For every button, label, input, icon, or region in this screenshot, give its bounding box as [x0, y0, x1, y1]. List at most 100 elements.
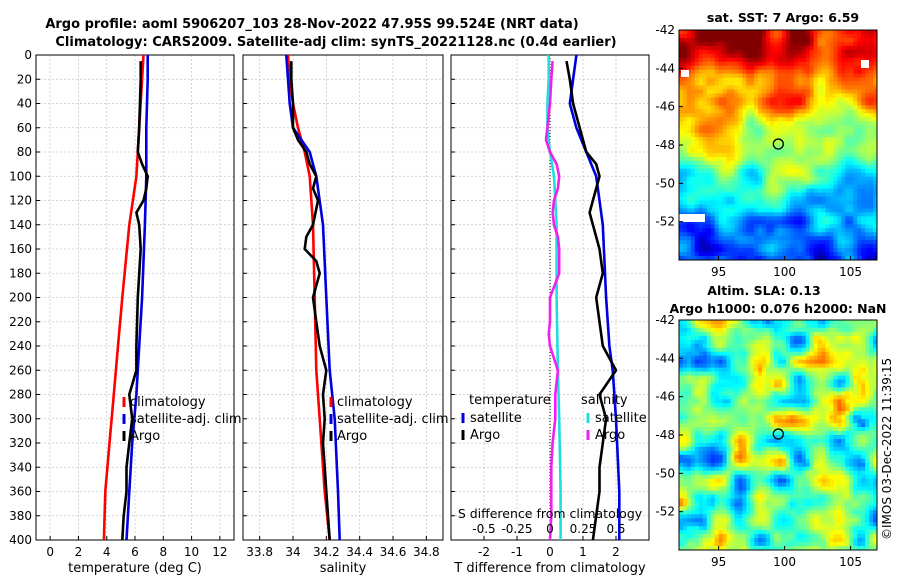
map-cell: [746, 66, 750, 70]
series-temperature-argo: [567, 61, 617, 540]
map-cell: [857, 324, 861, 328]
map-cell: [798, 383, 802, 387]
map-cell: [837, 201, 841, 205]
map-cell: [798, 141, 802, 145]
map-cell: [746, 435, 750, 439]
map-cell: [746, 439, 750, 443]
map-cell: [861, 348, 865, 352]
map-cell: [810, 121, 814, 125]
map-cell: [695, 117, 699, 121]
map-cell: [869, 62, 873, 66]
map-cell: [829, 62, 833, 66]
map-cell: [774, 376, 778, 380]
map-cell: [794, 197, 798, 201]
map-cell: [770, 364, 774, 368]
map-cell: [750, 193, 754, 197]
map-cell: [814, 443, 818, 447]
map-cell: [687, 451, 691, 455]
map-cell: [750, 161, 754, 165]
map-cell: [829, 208, 833, 212]
map-cell: [711, 169, 715, 173]
map-cell: [695, 431, 699, 435]
map-cell: [814, 451, 818, 455]
map-cell: [762, 208, 766, 212]
map-cell: [861, 86, 865, 90]
map-cell: [719, 220, 723, 224]
map-cell: [810, 161, 814, 165]
map-cell: [849, 372, 853, 376]
map-cell: [826, 169, 830, 173]
map-cell: [742, 447, 746, 451]
map-cell: [695, 141, 699, 145]
map-cell: [734, 78, 738, 82]
map-cell: [810, 220, 814, 224]
map-cell: [711, 387, 715, 391]
map-cell: [695, 30, 699, 34]
map-cell: [826, 38, 830, 42]
map-cell: [849, 427, 853, 431]
map-cell: [762, 455, 766, 459]
map-cell: [703, 74, 707, 78]
map-cell: [810, 50, 814, 54]
map-cell: [786, 30, 790, 34]
map-cell: [798, 407, 802, 411]
map-cell: [723, 133, 727, 137]
map-cell: [742, 244, 746, 248]
map-cell: [766, 423, 770, 427]
map-cell: [746, 415, 750, 419]
map-cell: [695, 403, 699, 407]
map-cell: [762, 368, 766, 372]
map-cell: [742, 391, 746, 395]
map-cell: [746, 46, 750, 50]
map-cell: [822, 145, 826, 149]
map-cell: [810, 185, 814, 189]
map-cell: [822, 220, 826, 224]
map-cell: [778, 133, 782, 137]
map-cell: [719, 360, 723, 364]
map-cell: [695, 109, 699, 113]
map-cell: [818, 97, 822, 101]
map-cell: [782, 451, 786, 455]
map-cell: [727, 411, 731, 415]
map-cell: [727, 121, 731, 125]
map-cell: [683, 89, 687, 93]
map-cell: [818, 113, 822, 117]
map-cell: [695, 197, 699, 201]
map-cell: [869, 447, 873, 451]
map-cell: [806, 201, 810, 205]
map-cell: [786, 244, 790, 248]
map-cell: [822, 157, 826, 161]
map-cell: [711, 415, 715, 419]
map-cell: [865, 70, 869, 74]
map-cell: [829, 236, 833, 240]
map-cell: [853, 117, 857, 121]
map-cell: [774, 193, 778, 197]
map-cell: [790, 177, 794, 181]
map-cell: [707, 252, 711, 256]
map-cell: [806, 46, 810, 50]
map-cell: [738, 368, 742, 372]
map-cell: [826, 427, 830, 431]
map-cell: [841, 133, 845, 137]
map-cell: [762, 324, 766, 328]
map-cell: [727, 387, 731, 391]
map-cell: [853, 340, 857, 344]
map-cell: [794, 447, 798, 451]
map-cell: [742, 248, 746, 252]
map-cell: [837, 121, 841, 125]
map-cell: [790, 399, 794, 403]
map-cell: [818, 379, 822, 383]
map-cell: [730, 419, 734, 423]
map-cell: [798, 455, 802, 459]
map-cell: [715, 74, 719, 78]
map-cell: [730, 161, 734, 165]
map-cell: [695, 224, 699, 228]
map-cell: [703, 101, 707, 105]
map-cell: [715, 439, 719, 443]
map-cell: [766, 97, 770, 101]
map-cell: [711, 220, 715, 224]
map-cell: [679, 379, 683, 383]
map-cell: [719, 379, 723, 383]
map-cell: [802, 58, 806, 62]
map-cell: [810, 232, 814, 236]
